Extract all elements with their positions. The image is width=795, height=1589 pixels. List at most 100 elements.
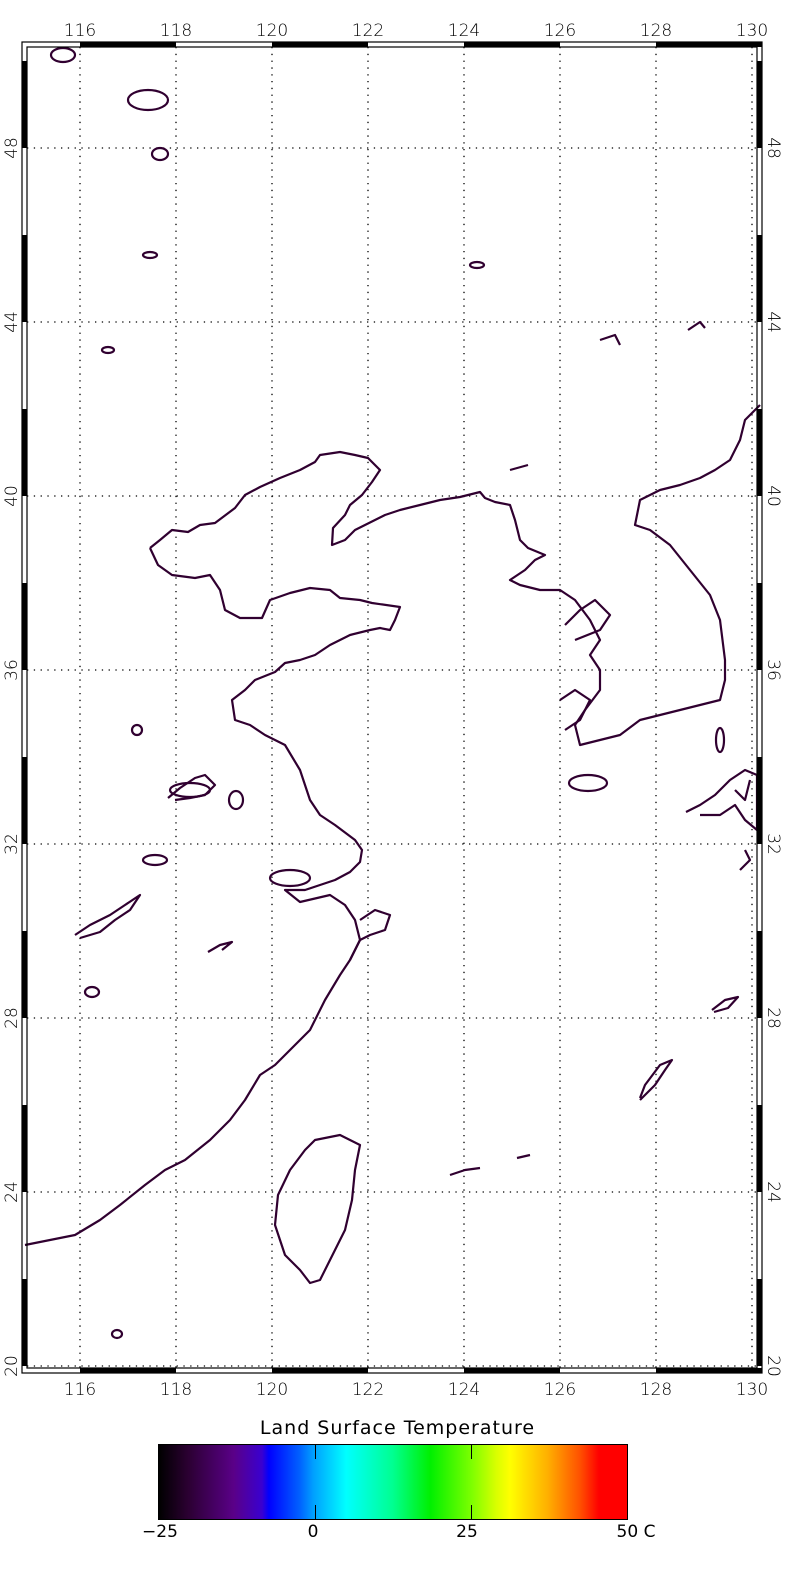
frame-bar-segment	[272, 1368, 368, 1373]
colorbar-label-min: −25	[142, 1522, 178, 1542]
lat-label-right: 20	[763, 1355, 783, 1377]
lake	[83, 985, 101, 999]
lon-label-top: 120	[256, 21, 288, 41]
frame-outer	[21, 41, 763, 1374]
coastline-ryukyu	[638, 1058, 674, 1101]
lon-label-bottom: 126	[544, 1380, 576, 1400]
coastline-islands	[74, 893, 142, 940]
coastline-islands	[449, 1166, 481, 1177]
coastline-china-north-korea	[149, 404, 761, 747]
frame-bar-segment	[464, 1368, 560, 1373]
lake	[141, 250, 159, 260]
frame-bar-segment	[272, 42, 368, 47]
frame-bar-segment	[22, 757, 27, 844]
coastline-islands	[207, 940, 234, 953]
frame-inner	[26, 46, 758, 1369]
lat-label-left: 32	[2, 833, 22, 855]
lat-label-right: 48	[763, 137, 783, 159]
frame-bar-segment	[757, 583, 762, 670]
lake	[130, 723, 144, 737]
lake	[468, 260, 486, 270]
frame-bar-segment	[80, 1368, 176, 1373]
coastline-islands	[559, 688, 592, 731]
frame-bar-segment	[22, 1279, 27, 1366]
map-frame	[21, 41, 763, 1374]
colorbar-tick	[470, 1445, 472, 1459]
graticule	[27, 47, 757, 1368]
lake	[100, 345, 116, 355]
lon-label-bottom: 124	[448, 1380, 480, 1400]
frame-bar-segment	[757, 235, 762, 322]
lat-label-right: 44	[763, 311, 783, 333]
frame-bar-segment	[757, 931, 762, 1018]
lake	[227, 789, 245, 811]
island-jeju	[567, 773, 609, 793]
lon-label-top: 130	[736, 21, 768, 41]
lat-label-left: 28	[2, 1007, 22, 1029]
coastlines	[24, 46, 761, 1340]
frame-bar-segment	[757, 1105, 762, 1192]
lat-label-right: 28	[763, 1007, 783, 1029]
lake	[126, 88, 170, 112]
lat-label-left: 44	[2, 311, 22, 333]
frame-bar-segment	[757, 757, 762, 844]
frame-bar-segment	[757, 409, 762, 496]
lat-label-right: 32	[763, 833, 783, 855]
frame-bar-segment	[656, 42, 762, 47]
coastline-islands	[739, 849, 752, 871]
colorbar-title: Land Surface Temperature	[259, 1417, 536, 1439]
frame-bar-segment	[22, 931, 27, 1018]
lat-label-left: 36	[2, 659, 22, 681]
frame-bar-segment	[464, 42, 560, 47]
frame-bar-segment	[22, 409, 27, 496]
coastline-islands	[564, 598, 612, 642]
lon-label-bottom: 118	[160, 1380, 192, 1400]
lat-label-right: 24	[763, 1181, 783, 1203]
colorbar-tick	[314, 1505, 316, 1519]
frame-bar-segment	[656, 1368, 762, 1373]
coastline-zhoushan	[349, 908, 392, 961]
lat-label-left: 24	[2, 1181, 22, 1203]
lon-label-bottom: 120	[256, 1380, 288, 1400]
coastline-islands	[734, 779, 752, 802]
lake	[49, 46, 77, 64]
lake	[110, 1328, 124, 1340]
colorbar-label-25: 25	[456, 1522, 478, 1542]
coastline-kyushu	[685, 768, 759, 832]
lon-label-bottom: 130	[736, 1380, 768, 1400]
coastline-islands	[711, 995, 740, 1014]
frame-bar-segment	[22, 235, 27, 322]
frame-bar-segment	[757, 1279, 762, 1366]
frame-bar-segment	[22, 1105, 27, 1192]
lat-label-left: 40	[2, 485, 22, 507]
colorbar-tick	[314, 1445, 316, 1459]
coastline-islands	[167, 773, 217, 802]
lon-label-bottom: 128	[640, 1380, 672, 1400]
lat-label-left: 20	[2, 1355, 22, 1377]
map: 116 116 118 118 120 120 122 122 124 124 126 126 128 1…	[2, 21, 783, 1400]
lake	[714, 726, 726, 754]
frame-bar-segment	[22, 61, 27, 148]
lon-label-top: 116	[64, 21, 96, 41]
lon-label-top: 122	[352, 21, 384, 41]
lat-label-right: 36	[763, 659, 783, 681]
coastline-islands	[687, 320, 706, 331]
lon-label-bottom: 116	[64, 1380, 96, 1400]
lat-label-right: 40	[763, 485, 783, 507]
coastline-islands	[509, 463, 529, 472]
colorbar-label-0: 0	[307, 1522, 319, 1542]
coastline-china-east	[24, 547, 402, 1247]
coastline-islands	[599, 333, 621, 346]
colorbar-label-max: 50 C	[616, 1522, 656, 1542]
colorbar	[158, 1444, 628, 1520]
coastline-islands	[516, 1153, 531, 1160]
frame-bar-segment	[757, 61, 762, 148]
lon-label-bottom: 122	[352, 1380, 384, 1400]
lon-label-top: 126	[544, 21, 576, 41]
frame-bar-segment	[80, 42, 176, 47]
island-taiwan	[273, 1133, 362, 1285]
frame-bar-segment	[22, 583, 27, 670]
lon-label-top: 118	[160, 21, 192, 41]
colorbar-tick	[470, 1505, 472, 1519]
lon-label-top: 124	[448, 21, 480, 41]
